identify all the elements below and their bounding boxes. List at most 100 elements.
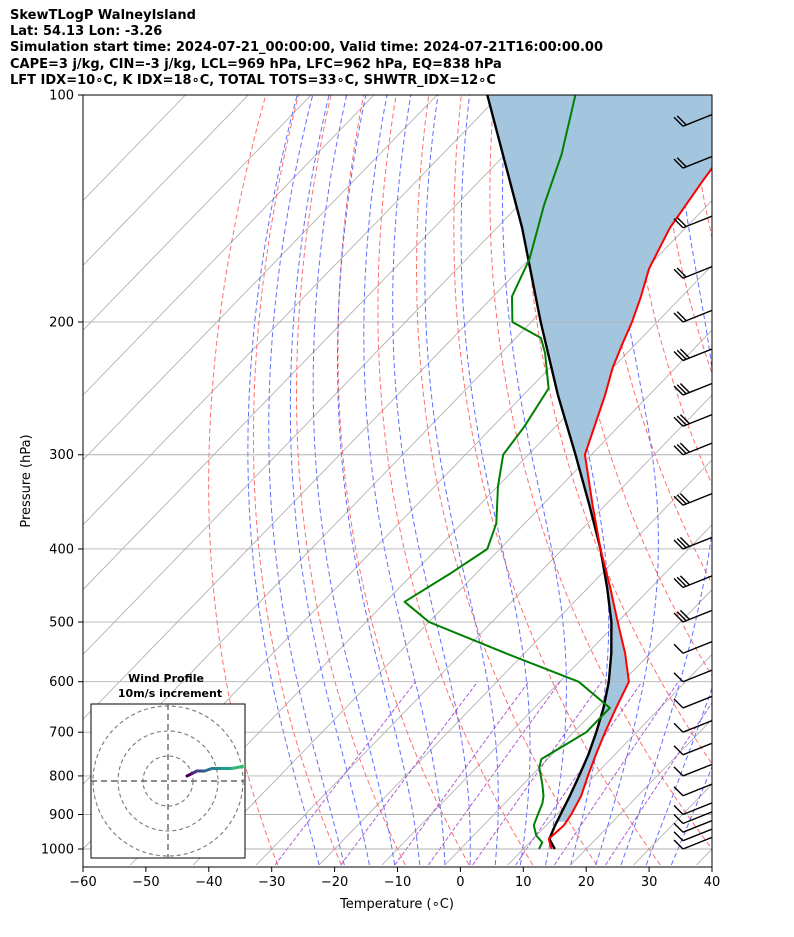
moist-adiabat-line bbox=[312, 95, 396, 866]
cape-area bbox=[487, 95, 712, 822]
inset-title: Wind Profile bbox=[128, 672, 204, 685]
wind-barb bbox=[673, 413, 712, 427]
x-tick-label: −40 bbox=[195, 875, 222, 890]
isotherm-line bbox=[83, 95, 375, 396]
dry-adiabat-line bbox=[208, 95, 279, 866]
wind-barb bbox=[673, 309, 712, 323]
y-tick-label: 200 bbox=[49, 315, 74, 330]
moist-adiabat-line bbox=[670, 765, 712, 866]
time-line: Simulation start time: 2024-07-21_00:00:… bbox=[10, 40, 603, 55]
wind-barb bbox=[682, 95, 685, 96]
dry-adiabat-line bbox=[489, 95, 712, 850]
mixing-ratio-line bbox=[472, 681, 603, 866]
isotherm-line bbox=[83, 95, 501, 526]
isotherm-line bbox=[318, 459, 712, 866]
x-tick-label: 40 bbox=[704, 875, 721, 890]
y-tick-label: 600 bbox=[49, 675, 74, 690]
y-tick-label: 500 bbox=[49, 616, 74, 631]
x-tick-label: 30 bbox=[641, 875, 658, 890]
mixing-ratio-line bbox=[394, 681, 530, 866]
wind-barb bbox=[673, 492, 712, 506]
mixing-ratio-line bbox=[427, 681, 561, 866]
x-tick-label: −10 bbox=[384, 875, 411, 890]
moist-adiabat-line bbox=[620, 95, 712, 866]
isotherm-line bbox=[381, 524, 712, 866]
x-tick-label: −60 bbox=[69, 875, 96, 890]
isotherm-line bbox=[444, 589, 712, 866]
y-tick-label: 1000 bbox=[41, 843, 74, 858]
y-axis-label: Pressure (hPa) bbox=[19, 434, 34, 527]
wind-barb bbox=[673, 155, 712, 169]
isotherm-line bbox=[255, 394, 712, 866]
moist-adiabat-line bbox=[268, 95, 345, 866]
y-tick-label: 700 bbox=[49, 726, 74, 741]
y-tick-label: 400 bbox=[49, 542, 74, 557]
wind-barb bbox=[673, 265, 712, 279]
dry-adiabat-line bbox=[787, 95, 794, 865]
dry-adiabat-line bbox=[337, 95, 470, 866]
x-tick-label: −50 bbox=[132, 875, 159, 890]
moist-adiabat-line bbox=[363, 95, 446, 866]
moist-adiabat-line bbox=[595, 95, 659, 866]
cape-shading bbox=[487, 95, 712, 822]
wind-barb bbox=[673, 742, 712, 756]
wind-barb bbox=[673, 609, 712, 623]
dry-adiabat-line bbox=[296, 95, 406, 866]
isotherm-line bbox=[193, 329, 712, 866]
x-tick-label: 0 bbox=[456, 875, 464, 890]
y-tick-label: 900 bbox=[49, 808, 74, 823]
mixing-ratio-line bbox=[515, 681, 643, 866]
moist-adiabat-line bbox=[502, 95, 567, 866]
isotherm-line bbox=[83, 95, 249, 266]
wind-barb bbox=[673, 215, 712, 229]
index-line: LFT IDX=10∘C, K IDX=18∘C, TOTAL TOTS=33∘… bbox=[10, 73, 496, 88]
cape-line: CAPE=3 j/kg, CIN=-3 j/kg, LCL=969 hPa, L… bbox=[10, 57, 502, 72]
isotherm-line bbox=[759, 95, 794, 865]
mixing-ratio-line bbox=[605, 701, 712, 866]
mixing-ratio-line bbox=[274, 681, 416, 866]
wind-barbs bbox=[673, 95, 712, 850]
y-tick-label: 100 bbox=[49, 89, 74, 104]
profile-lines bbox=[403, 95, 712, 850]
x-tick-label: −20 bbox=[321, 875, 348, 890]
wind-barb bbox=[673, 113, 712, 127]
moist-adiabat-line bbox=[337, 95, 421, 866]
wind-barb bbox=[673, 836, 712, 850]
hodograph-segment bbox=[230, 764, 245, 770]
moist-adiabat-line bbox=[645, 686, 712, 866]
dry-adiabat-line bbox=[688, 95, 712, 240]
x-tick-label: 10 bbox=[515, 875, 532, 890]
y-axis-ticks: 100 200 300 400 500 600 700 800 900 1000 bbox=[41, 89, 83, 858]
location-line: Lat: 54.13 Lon: -3.26 bbox=[10, 24, 163, 39]
isotherm-line bbox=[696, 848, 712, 866]
y-tick-label: 800 bbox=[49, 769, 74, 784]
moist-adiabat-line bbox=[460, 95, 531, 866]
isotherm-line bbox=[130, 264, 712, 866]
isotherm-line bbox=[83, 95, 438, 461]
wind-barb bbox=[673, 382, 712, 396]
mixing-ratio-line bbox=[553, 681, 679, 866]
wind-barb bbox=[673, 828, 712, 842]
mixing-ratio-line bbox=[340, 681, 479, 866]
wind-profile-inset: Wind Profile 10m/s increment bbox=[90, 672, 246, 859]
x-tick-label: −30 bbox=[258, 875, 285, 890]
wind-barb bbox=[673, 348, 712, 362]
isotherm-line bbox=[83, 95, 312, 331]
moist-adiabat-line bbox=[289, 95, 370, 866]
wind-barb bbox=[673, 819, 712, 833]
wind-barb bbox=[673, 575, 712, 589]
y-tick-label: 300 bbox=[49, 448, 74, 463]
dry-adiabat-line bbox=[377, 95, 534, 866]
dry-adiabat-line bbox=[524, 95, 712, 765]
dry-adiabat-line bbox=[623, 95, 712, 486]
x-axis-ticks: −60 −50 −40 −30 −20 −10 0 10 20 30 40 bbox=[69, 867, 720, 890]
moist-adiabat-line bbox=[392, 95, 471, 865]
inset-subtitle: 10m/s increment bbox=[118, 687, 222, 700]
dry-adiabat-line bbox=[755, 95, 794, 865]
wind-barb bbox=[673, 442, 712, 456]
moist-adiabat-line bbox=[247, 95, 320, 866]
wind-barb bbox=[673, 811, 712, 825]
isotherm-line bbox=[83, 95, 564, 591]
temperature-line bbox=[547, 166, 712, 850]
wind-barb bbox=[673, 695, 712, 709]
